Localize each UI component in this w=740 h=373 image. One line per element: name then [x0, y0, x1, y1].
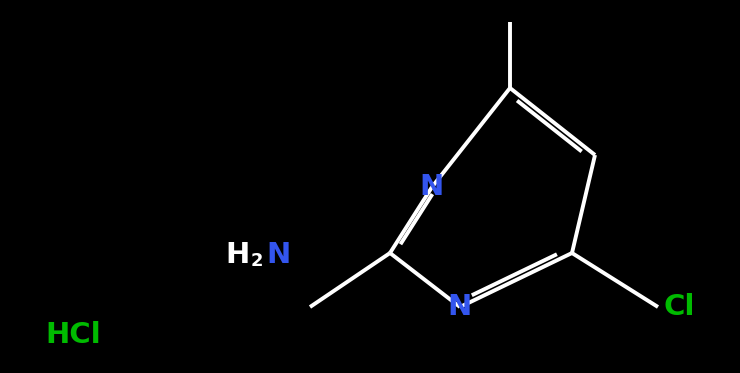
Text: N: N	[420, 173, 444, 201]
Text: N: N	[448, 293, 472, 321]
Text: N: N	[266, 241, 290, 269]
Text: H: H	[226, 241, 250, 269]
Text: 2: 2	[251, 251, 263, 270]
Text: Cl: Cl	[664, 293, 696, 321]
Text: HCl: HCl	[45, 321, 101, 349]
